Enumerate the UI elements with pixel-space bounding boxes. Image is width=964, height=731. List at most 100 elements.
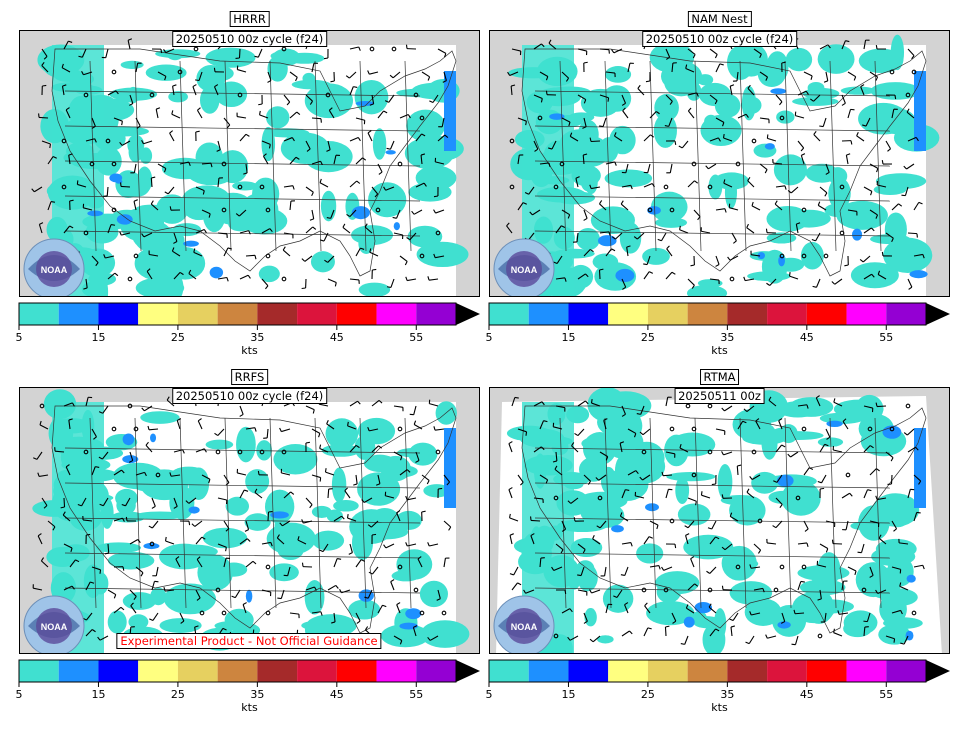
colorbar-tick-label: 55 [409, 688, 424, 701]
colorbar-tick-label: 25 [170, 331, 185, 344]
wind-barbs [505, 395, 925, 646]
state-boundaries [521, 405, 927, 634]
hrrr-cycle-label: 20250510 00z cycle (f24) [171, 31, 328, 47]
rrfs-model-label: RRFS [230, 369, 269, 385]
colorbar-bin [528, 660, 569, 682]
colorbar-bin [19, 660, 59, 682]
colorbar-tick-label: 55 [879, 688, 894, 701]
colorbar-bin [217, 303, 258, 325]
colorbar-tick-label: 5 [485, 331, 493, 344]
colorbar-bin [297, 660, 337, 682]
colorbar-bin [489, 303, 529, 325]
colorbar-bin [846, 660, 887, 682]
colorbar-bin [608, 660, 648, 682]
svg-text:NOAA: NOAA [511, 622, 538, 632]
colorbar-bin [806, 303, 847, 325]
rrfs-map-graphic: NOAA [23, 389, 470, 653]
colorbar-bin [528, 303, 569, 325]
colorbar-tick-label: 15 [561, 331, 576, 344]
colorbar-bin [257, 303, 298, 325]
colorbar-tick-label: 15 [91, 688, 106, 701]
colorbar-tick-label: 45 [329, 688, 344, 701]
nam-nest-cycle-label: 20250510 00z cycle (f24) [641, 31, 798, 47]
colorbar-bin [608, 303, 648, 325]
colorbar-tick-label: 5 [485, 688, 493, 701]
nam-nest-model-label: NAM Nest [687, 11, 752, 27]
colorbar-bin [19, 303, 59, 325]
colorbar-bin [647, 303, 688, 325]
rtma-model-label: RTMA [699, 369, 740, 385]
colorbar-unit-label: kts [711, 701, 728, 714]
colorbar-tick-label: 15 [91, 331, 106, 344]
rtma-map: NOAA [489, 387, 950, 654]
colorbar-bin [489, 660, 529, 682]
nam-nest-map: NOAA [489, 30, 950, 297]
colorbar-bin [767, 303, 807, 325]
colorbar-bin [138, 303, 178, 325]
nam-nest-map-graphic: NOAA [493, 34, 940, 296]
colorbar-tick-label: 5 [15, 331, 23, 344]
colorbar-bin [58, 660, 99, 682]
colorbar-bin [138, 660, 178, 682]
rtma-colorbar [488, 659, 950, 687]
colorbar-tick-label: 45 [799, 688, 814, 701]
hrrr-map-graphic: NOAA [23, 38, 469, 296]
wind-speed-fill [508, 34, 940, 296]
colorbar-bin [568, 303, 609, 325]
colorbar-bin [568, 660, 609, 682]
colorbar-tick-label: 25 [640, 688, 655, 701]
noaa-logo: NOAA [493, 595, 555, 653]
colorbar-bin [416, 660, 456, 682]
colorbar-bin [58, 303, 99, 325]
colorbar-bin [727, 303, 768, 325]
noaa-logo: NOAA [23, 238, 85, 296]
colorbar-bin [98, 660, 139, 682]
colorbar-unit-label: kts [711, 344, 728, 357]
rrfs-map: NOAA [19, 387, 480, 654]
state-boundaries [51, 48, 457, 277]
colorbar-bin [416, 303, 456, 325]
colorbar-bin [376, 660, 417, 682]
colorbar-tick-label: 55 [879, 331, 894, 344]
hrrr-map: NOAA [19, 30, 480, 297]
colorbar-extend-arrow [456, 660, 480, 682]
colorbar-bin [336, 660, 377, 682]
wind-speed-fill [37, 44, 469, 296]
colorbar-bin [886, 303, 926, 325]
rtma-map-graphic: NOAA [493, 388, 942, 653]
svg-text:NOAA: NOAA [41, 265, 68, 275]
colorbar-bin [886, 660, 926, 682]
colorbar-bin [806, 660, 847, 682]
hrrr-model-label: HRRR [229, 11, 270, 27]
colorbar-tick-label: 5 [15, 688, 23, 701]
colorbar-extend-arrow [926, 303, 950, 325]
colorbar-tick-label: 35 [720, 331, 735, 344]
rtma-cycle-label: 20250511 00z [674, 388, 765, 404]
colorbar-extend-arrow [926, 660, 950, 682]
colorbar-tick-label: 35 [720, 688, 735, 701]
svg-text:NOAA: NOAA [41, 622, 68, 632]
noaa-logo: NOAA [23, 595, 85, 653]
colorbar-bin [767, 660, 807, 682]
colorbar-tick-label: 55 [409, 331, 424, 344]
colorbar-unit-label: kts [241, 344, 258, 357]
nam-nest-colorbar [488, 302, 950, 330]
experimental-warning-label: Experimental Product - Not Official Guid… [116, 633, 382, 649]
colorbar-bin [376, 303, 417, 325]
colorbar-tick-label: 25 [170, 688, 185, 701]
noaa-logo: NOAA [493, 238, 555, 296]
colorbar-bin [177, 660, 218, 682]
colorbar-bin [846, 303, 887, 325]
colorbar-bin [257, 660, 298, 682]
colorbar-extend-arrow [456, 303, 480, 325]
colorbar-bin [727, 660, 768, 682]
rrfs-colorbar [18, 659, 480, 687]
colorbar-tick-label: 35 [250, 331, 265, 344]
hrrr-colorbar [18, 302, 480, 330]
colorbar-bin [687, 303, 728, 325]
rrfs-cycle-label: 20250510 00z cycle (f24) [171, 388, 328, 404]
state-boundaries [521, 48, 927, 277]
colorbar-bin [647, 660, 688, 682]
colorbar-bin [217, 660, 258, 682]
colorbar-unit-label: kts [241, 701, 258, 714]
